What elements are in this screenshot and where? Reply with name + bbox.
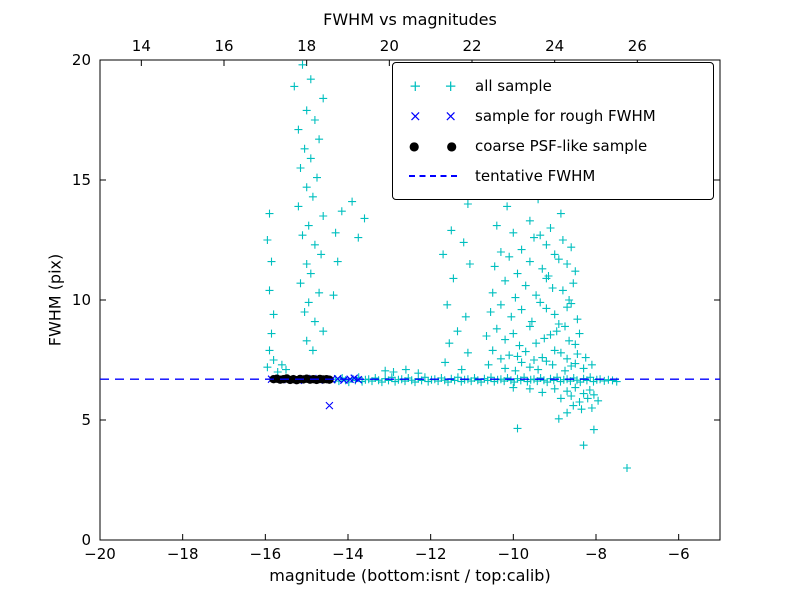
x-tick-label-bottom: −12 [415,545,447,563]
x-tick-label-top: 20 [380,37,399,55]
x-tick-label-bottom: −10 [498,545,530,563]
legend-label-psf-sample: coarse PSF-like sample [475,137,648,155]
y-tick-label: 0 [81,531,91,549]
x-tick-label-bottom: −8 [585,545,607,563]
y-tick-label: 15 [72,171,91,189]
legend-entry-all-sample: + + all sample [405,71,701,101]
plus-marker-icon: + + [409,76,457,95]
x-marker-icon: × × [409,106,457,125]
y-tick-label: 10 [72,291,91,309]
x-tick-label-top: 16 [214,37,233,55]
legend-label-rough-fwhm: sample for rough FWHM [475,107,656,125]
x-tick-label-bottom: −6 [668,545,690,563]
legend-entry-rough-fwhm: × × sample for rough FWHM [405,101,701,131]
legend-entry-psf-sample: ● ● coarse PSF-like sample [405,131,701,161]
x-tick-label-top: 18 [297,37,316,55]
legend-label-tentative-fwhm: tentative FWHM [475,167,596,185]
x-tick-label-top: 14 [132,37,151,55]
legend-entry-tentative-fwhm: tentative FWHM [405,161,701,191]
dashed-line-icon [405,175,461,177]
x-tick-label-top: 26 [628,37,647,55]
series-0-points [263,60,631,472]
legend: + + all sample × × sample for rough FWHM… [392,62,714,200]
x-tick-label-bottom: −18 [167,545,199,563]
chart-title: FWHM vs magnitudes [323,10,497,29]
legend-label-all-sample: all sample [475,77,552,95]
dot-marker-icon: ● ● [409,139,457,153]
x-tick-label-top: 24 [545,37,564,55]
x-axis-label: magnitude (bottom:isnt / top:calib) [269,566,551,585]
y-tick-label: 20 [72,51,91,69]
x-tick-label-bottom: −16 [250,545,282,563]
y-axis-label: FWHM (pix) [45,253,65,347]
x-tick-label-top: 22 [462,37,481,55]
x-tick-label-bottom: −20 [84,545,116,563]
x-tick-label-bottom: −14 [332,545,364,563]
y-tick-label: 5 [81,411,91,429]
